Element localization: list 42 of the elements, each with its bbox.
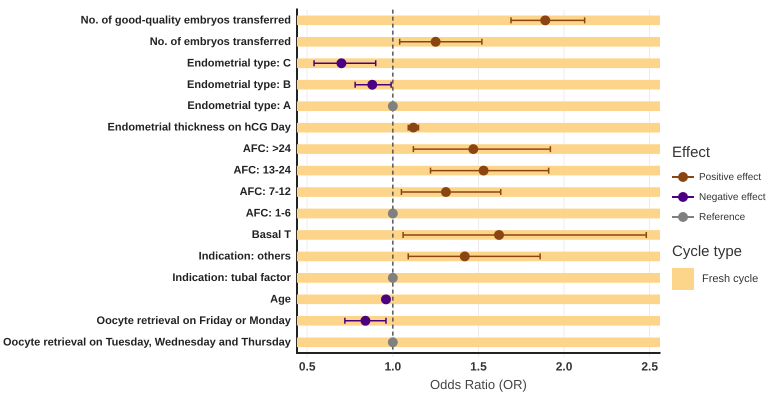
x-axis-title: Odds Ratio (OR) [430,376,527,392]
point [380,294,391,304]
y-tick-label: Endometrial type: B [187,78,291,91]
point [494,230,504,240]
y-tick-label: Indication: others [198,250,291,262]
y-tick-label: Endometrial type: A [187,100,291,112]
y-tick-label: Age [270,293,291,306]
point [540,15,550,26]
point [430,36,441,47]
x-tick-label: 1.0 [384,360,402,374]
legend-label: Positive effect [699,172,762,182]
y-tick-label: Oocyte retrieval on Friday or Monday [96,314,292,327]
y-tick-label: Endometrial thickness on hCG Day [108,122,292,134]
point [388,101,398,112]
x-tick-label: 0.5 [298,360,316,374]
y-tick-label: AFC: 1-6 [246,208,291,220]
y-tick-label: AFC: 13-24 [233,164,292,177]
legend-label: Reference [699,212,746,222]
y-tick-label: AFC: >24 [242,143,292,156]
x-tick-label: 1.5 [470,360,488,374]
point [388,272,398,283]
legend-label: Negative effect [699,192,766,202]
point [367,80,378,90]
point [460,251,470,262]
y-tick-label: No. of embryos transferred [150,36,291,48]
y-tick-label: Oocyte retrieval on Tuesday, Wednesday and Thursday [2,336,292,348]
legend-title: Effect [672,144,712,161]
legend-label: Fresh cycle [702,273,758,285]
point [468,144,478,154]
text: Cycle type [672,243,744,260]
y-tick-label: No. of good-quality embryos transferred [80,14,291,26]
y-tick-label: Indication: tubal factor [172,272,292,284]
y-tick-label: AFC: 7-12 [240,186,291,198]
point [336,58,346,68]
y-tick-label: Endometrial type: C [187,57,291,70]
x-tick-label: 2.0 [556,360,573,374]
y-tick-label: Basal T [252,228,292,241]
x-tick-label: 2.5 [641,360,658,374]
point [388,208,398,218]
point [478,166,489,176]
point [388,337,398,348]
point [360,316,370,326]
